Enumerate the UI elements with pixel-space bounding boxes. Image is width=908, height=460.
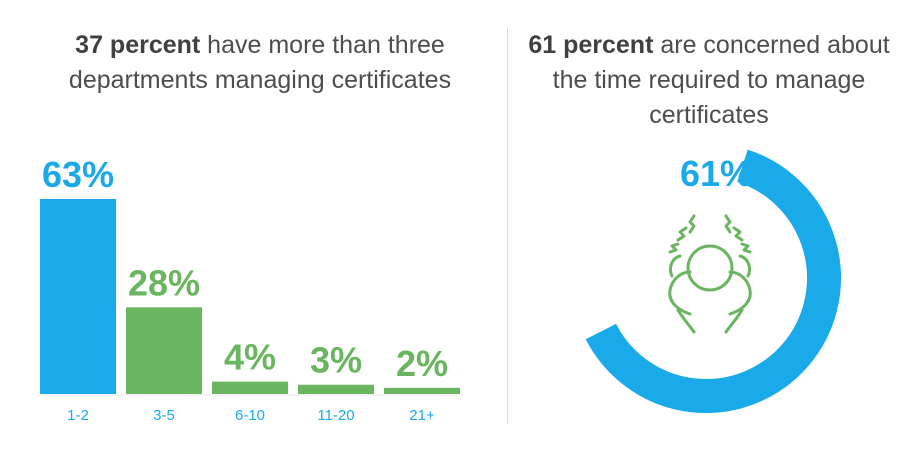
departments-headline: 37 percent have more than three departme… (60, 28, 460, 98)
panel-divider (507, 28, 508, 424)
departments-panel: 37 percent have more than three departme… (38, 28, 462, 424)
time-concern-panel: 61 percent are concerned about the time … (510, 0, 908, 460)
bar-value-label: 28% (128, 262, 200, 303)
bar-value-label: 63% (42, 154, 114, 195)
bar-11-20 (298, 384, 374, 394)
bar-3-5 (126, 307, 202, 394)
bar-value-label: 4% (224, 337, 276, 378)
x-tick-label: 11-20 (317, 407, 354, 424)
x-tick-label: 6-10 (235, 407, 265, 424)
departments-headline-bold: 37 percent (75, 31, 201, 59)
bar-1-2 (40, 199, 116, 394)
arc-value-label: 61% (680, 153, 752, 194)
time-concern-headline-bold: 61 percent (528, 31, 654, 59)
time-concern-headline-text: are concerned about the time required to… (552, 31, 890, 129)
bar-6-10 (212, 381, 288, 394)
stressed-person-icon (650, 210, 770, 340)
bar-value-label: 3% (310, 340, 362, 381)
bar-21+ (384, 387, 460, 394)
percent-arc (585, 149, 841, 413)
time-concern-headline: 61 percent are concerned about the time … (510, 28, 908, 133)
time-concern-arc-chart: 61% (585, 149, 841, 413)
departments-bar-chart: 63% 1-2 28% 3-5 4% 6-10 3% 11-20 2% 21+ (38, 154, 462, 424)
x-tick-label: 21+ (409, 407, 435, 424)
x-tick-label: 1-2 (67, 407, 89, 424)
x-tick-label: 3-5 (153, 407, 175, 424)
bar-value-label: 2% (396, 343, 448, 384)
departments-headline-text: have more than three departments managin… (68, 31, 452, 94)
